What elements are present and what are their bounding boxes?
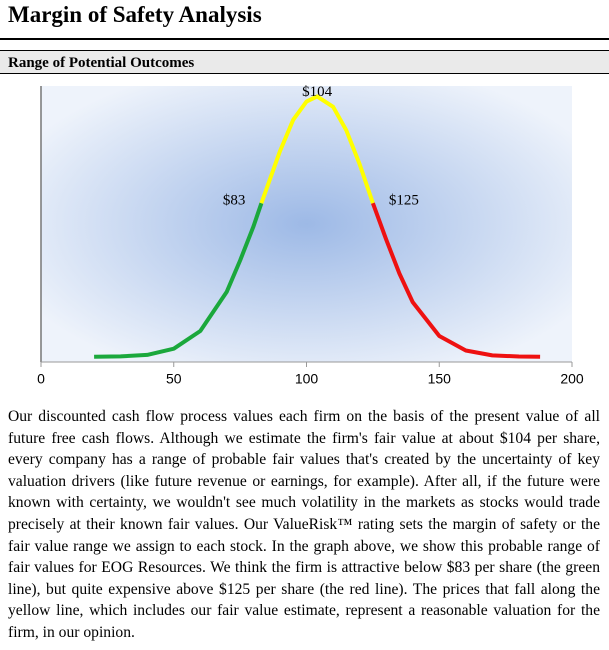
curve-segment	[371, 202, 541, 359]
annotation: $104	[302, 84, 333, 100]
x-tick-label: 100	[295, 371, 319, 387]
x-tick-label: 0	[37, 371, 45, 387]
annotation: $125	[389, 193, 419, 209]
section-rule	[0, 73, 609, 74]
curve-segment	[94, 202, 264, 359]
section-title: Range of Potential Outcomes	[8, 55, 195, 71]
x-tick-label: 50	[166, 371, 182, 387]
x-tick-label: 150	[428, 371, 452, 387]
paragraph: Our discounted cash flow process values …	[8, 408, 600, 641]
page-title: Margin of Safety Analysis	[8, 2, 262, 27]
x-tick-label: 200	[560, 371, 584, 387]
chart: 0 50 100 150 200 $83 $104 $125	[37, 84, 584, 387]
section-header: Range of Potential Outcomes	[0, 50, 609, 74]
curve-segment	[259, 94, 375, 204]
title-rule	[0, 38, 609, 40]
annotation: $83	[223, 193, 246, 209]
plot-area	[41, 86, 572, 362]
